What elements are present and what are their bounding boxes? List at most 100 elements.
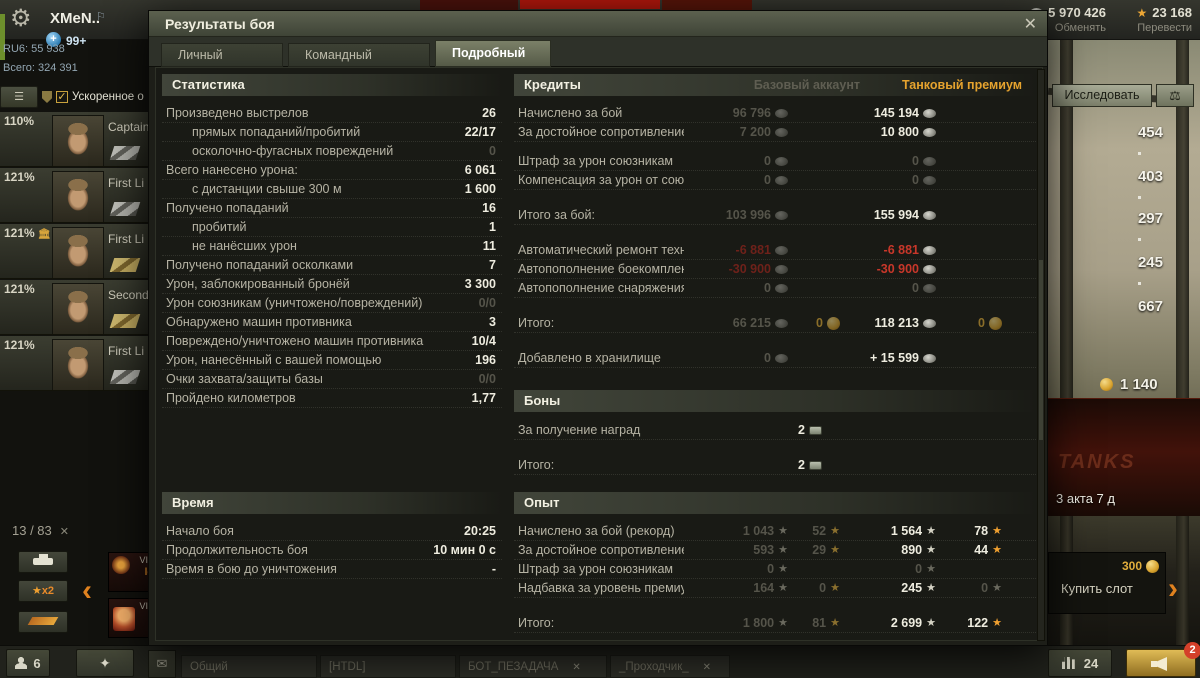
filter-x2-button[interactable]: ★x2 [18, 580, 68, 602]
filter-tank-button[interactable] [18, 551, 68, 573]
freexp-amount: 23 168 [1152, 5, 1192, 20]
dialog-title: Результаты боя [165, 16, 275, 32]
compare-vehicles-button[interactable]: ⚖ [1156, 84, 1194, 107]
accelerated-training-checkbox[interactable]: ✓ [56, 91, 68, 103]
close-tab-icon[interactable]: ✕ [702, 662, 712, 673]
carousel-left-chevron[interactable]: ‹ [82, 574, 92, 607]
platoon-button[interactable]: ✦ [76, 649, 134, 677]
credits-total-row: Итого: 66 215 0 118 213 0 [514, 314, 1036, 333]
module-xp-value[interactable]: 454 [1137, 124, 1163, 141]
event-banner[interactable]: TANKS 3 акта 7 д [1048, 398, 1200, 516]
module-xp-value[interactable]: 297 [1137, 210, 1163, 227]
chat-channels-button[interactable]: ✉ [148, 650, 176, 678]
settings-gear-icon[interactable]: ⚙ [10, 5, 32, 32]
credits-row: Начислено за бой 96 796 145 194 [514, 104, 1036, 123]
crew-group-button[interactable]: ☰ [0, 86, 38, 108]
crew-rank-icon [109, 146, 141, 160]
carousel-right-chevron[interactable]: › [1168, 572, 1178, 605]
xp-row: Штраф за урон союзникам 0 ★ 0 ★ [514, 560, 1036, 579]
crew-member-driver[interactable]: 121% 🏛 First Li [0, 224, 155, 279]
xp-star-icon: ★ [926, 581, 936, 594]
filter-ribbon-button[interactable] [18, 611, 68, 633]
megaphone-icon [1151, 657, 1167, 671]
buy-slot-cell[interactable]: 300 Купить слот [1048, 552, 1166, 614]
stat-row: Всего нанесено урона: 6 061 [162, 161, 502, 180]
time-row: Продолжительность боя 10 мин 0 с [162, 541, 502, 560]
crew-role: First Li [108, 176, 144, 190]
session-stats-count: 24 [1083, 655, 1099, 671]
crew-member-commander[interactable]: 110% Captain [0, 112, 155, 167]
dialog-close-icon[interactable]: ✕ [1023, 16, 1037, 33]
crew-rank-icon [109, 258, 141, 272]
credits-row: Автоматический ремонт техники -6 881 -6 … [514, 241, 1036, 260]
freexp-star-icon: ★ [992, 543, 1002, 556]
level-plus-icon[interactable]: + [46, 32, 61, 47]
gold-coin-icon [1100, 378, 1113, 391]
contacts-button[interactable]: 6 [6, 649, 50, 677]
crew-skill-pct: 110% [4, 114, 35, 128]
player-name[interactable]: XMeN.. [50, 10, 101, 27]
freexp-star-icon: ★ [992, 524, 1002, 537]
stat-row: Урон, заблокированный бронёй 3 300 [162, 275, 502, 294]
stat-row: пробитий 1 [162, 218, 502, 237]
bonds-header: Боны [514, 390, 1036, 412]
credits-icon [775, 127, 788, 137]
crew-member-loader[interactable]: 121% First Li [0, 336, 155, 391]
credits-header: Кредиты Базовый аккаунт Танковый премиум [514, 74, 1036, 96]
module-xp-value[interactable]: 403 [1137, 168, 1163, 185]
tab-personal-result[interactable]: Личный результат [161, 43, 283, 84]
gold-amount: 1 140 [1120, 376, 1158, 393]
stat-row: Урон союзникам (уничтожено/повреждений) 0… [162, 294, 502, 313]
chat-tab-channel[interactable]: БОТ_ПЕЗАДАЧА ✕ [459, 655, 607, 678]
statistics-header: Статистика [162, 74, 502, 96]
crew-role: First Li [108, 344, 144, 358]
gold-balance-row: 1 140 [1100, 376, 1158, 393]
freexp-star-icon: ★ [830, 543, 840, 556]
crew-member-radioman[interactable]: 121% Second [0, 280, 155, 335]
scrollbar-handle[interactable] [1039, 260, 1043, 440]
xp-total-row: Итого: 1 800 ★ 81 ★ 2 699 ★ 122 ★ [514, 614, 1036, 633]
xp-star-icon: ★ [778, 524, 788, 537]
credits-icon [923, 283, 936, 293]
xp-star-icon: ★ [778, 543, 788, 556]
credits-icon [775, 283, 788, 293]
research-button[interactable]: Исследовать [1052, 84, 1152, 107]
credits-icon [775, 264, 788, 274]
tab-team-result[interactable]: Командный результат [288, 43, 430, 84]
stat-row: Получено попаданий осколками 7 [162, 256, 502, 275]
notifications-button[interactable]: 2 [1126, 642, 1200, 677]
chat-tab-general[interactable]: Общий [181, 655, 317, 678]
credits-icon [923, 318, 936, 328]
tank-tier: VIII [139, 555, 153, 565]
dialog-titlebar[interactable]: Результаты боя ✕ [149, 11, 1047, 37]
pager-close-icon[interactable]: ✕ [59, 526, 69, 538]
dialog-scrollbar[interactable] [1037, 69, 1045, 641]
freexp-balance[interactable]: ★ 23 168 Перевести [1136, 5, 1192, 34]
freexp-star-icon: ★ [830, 524, 840, 537]
credits-icon [775, 353, 788, 363]
dialog-tabstrip: Личный результат Командный результат Под… [149, 37, 1047, 85]
convert-link[interactable]: Перевести [1137, 22, 1192, 34]
module-xp-value[interactable]: 667 [1137, 298, 1163, 315]
stat-row: не нанёсших урон 11 [162, 237, 502, 256]
crew-rank-icon [109, 370, 141, 384]
credits-icon [923, 245, 936, 255]
chat-tab-clan[interactable]: [HTDL] [320, 655, 456, 678]
stat-row: осколочно-фугасных повреждений 0 [162, 142, 502, 161]
crew-member-gunner[interactable]: 121% First Li [0, 168, 155, 223]
tab-detailed-report[interactable]: Подробный отчёт [435, 40, 551, 85]
close-tab-icon[interactable]: ✕ [572, 662, 581, 673]
stat-row: Очки захвата/защиты базы 0/0 [162, 370, 502, 389]
crew-skill-shield-icon [42, 91, 52, 103]
exchange-link[interactable]: Обменять [1054, 22, 1106, 34]
event-countdown: 3 акта 7 д [1056, 491, 1115, 506]
crew-portrait [52, 339, 104, 390]
gold-coin-icon [989, 316, 1002, 330]
session-stats-button[interactable]: 24 [1048, 649, 1112, 677]
chat-tab-private[interactable]: _Проходчик_ ✕ [610, 655, 730, 678]
module-xp-value[interactable]: 245 [1137, 254, 1163, 271]
gold-coin-icon [827, 316, 840, 330]
banner-decor-right [662, 0, 752, 10]
module-connector-dot [1138, 196, 1141, 199]
